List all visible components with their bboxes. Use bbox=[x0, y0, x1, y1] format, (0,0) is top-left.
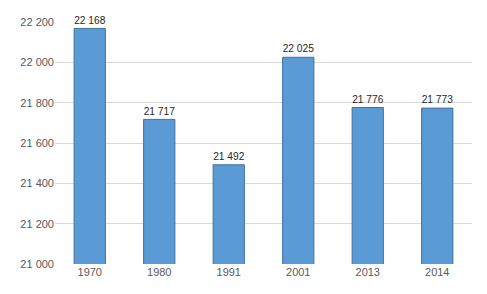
svg-text:21 200: 21 200 bbox=[20, 218, 54, 230]
svg-text:22 168: 22 168 bbox=[74, 15, 106, 26]
svg-text:21 776: 21 776 bbox=[352, 94, 384, 105]
svg-text:22 025: 22 025 bbox=[283, 43, 315, 54]
svg-text:22 000: 22 000 bbox=[20, 56, 54, 68]
svg-text:22 200: 22 200 bbox=[20, 16, 54, 28]
svg-text:2014: 2014 bbox=[425, 266, 449, 278]
svg-text:21 000: 21 000 bbox=[20, 258, 54, 270]
svg-text:21 400: 21 400 bbox=[20, 177, 54, 189]
svg-text:2013: 2013 bbox=[356, 266, 380, 278]
svg-text:1970: 1970 bbox=[78, 266, 102, 278]
svg-text:21 800: 21 800 bbox=[20, 97, 54, 109]
svg-text:21 773: 21 773 bbox=[422, 94, 454, 105]
svg-text:2001: 2001 bbox=[286, 266, 310, 278]
svg-text:21 717: 21 717 bbox=[144, 106, 176, 117]
svg-text:21 492: 21 492 bbox=[213, 151, 245, 162]
svg-text:1991: 1991 bbox=[217, 266, 241, 278]
svg-text:1980: 1980 bbox=[147, 266, 171, 278]
svg-text:21 600: 21 600 bbox=[20, 137, 54, 149]
